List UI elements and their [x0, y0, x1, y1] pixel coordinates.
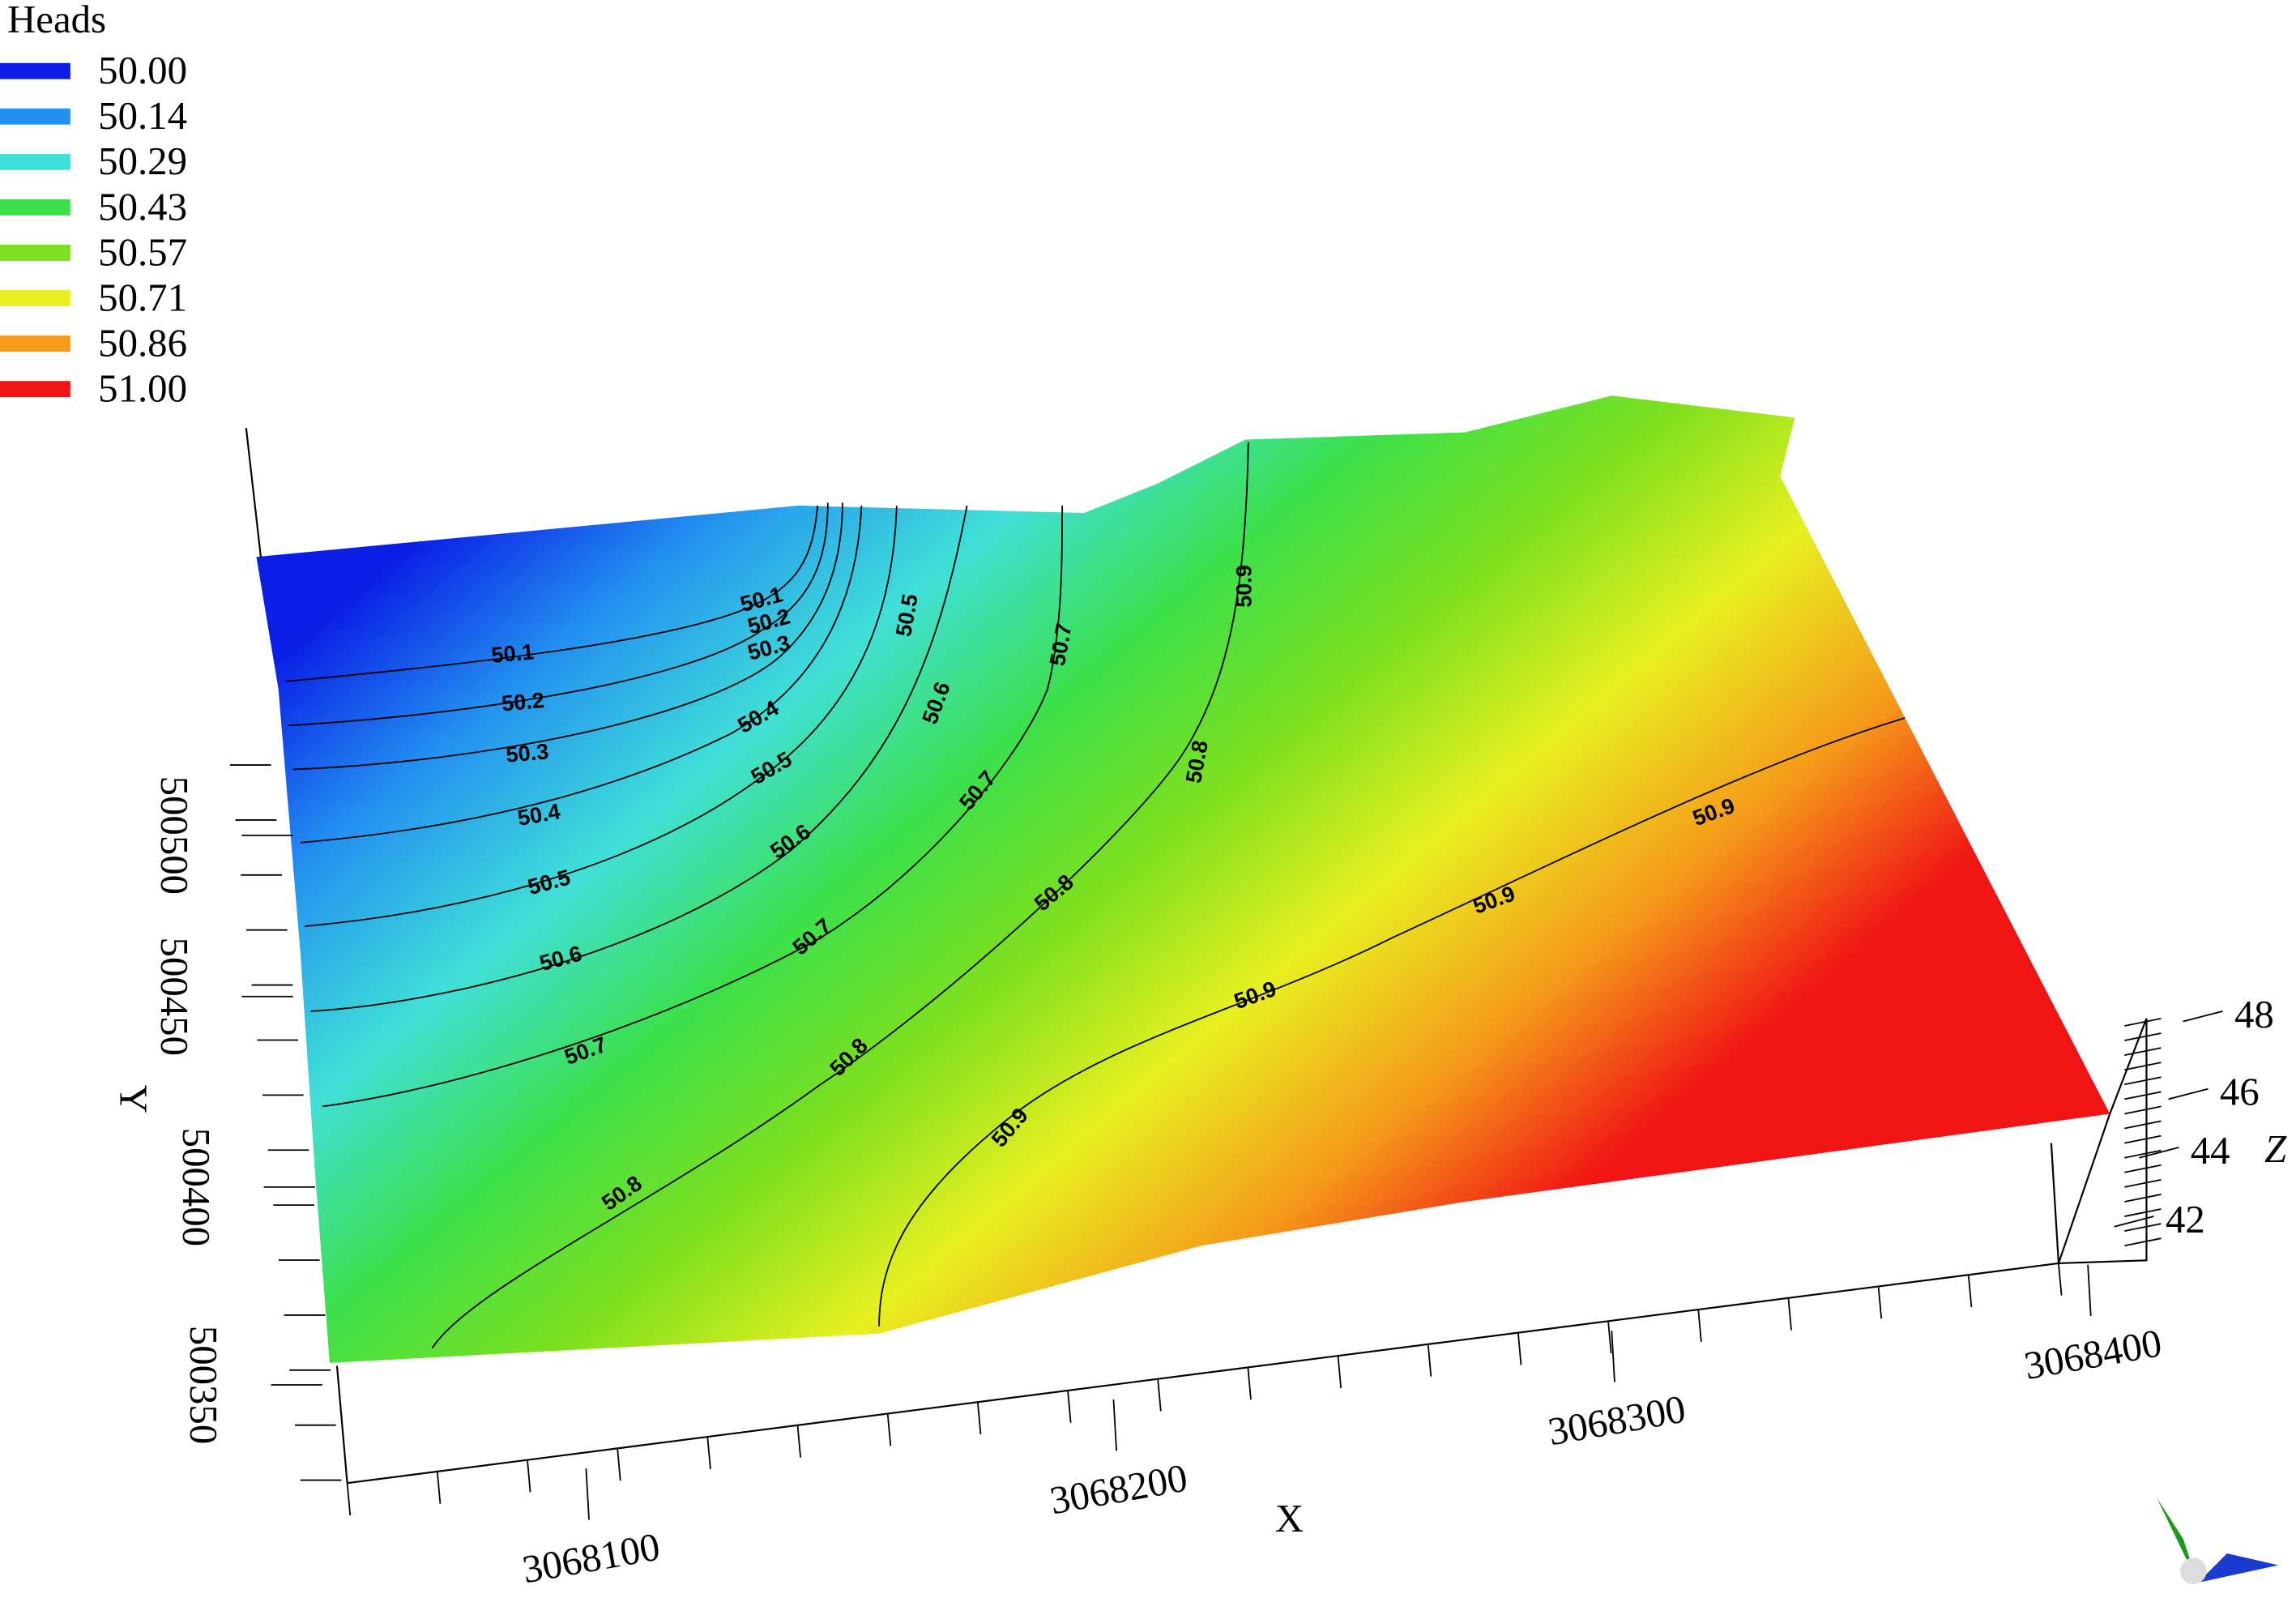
y-axis-label: Y — [111, 1085, 156, 1113]
contour-line — [288, 502, 829, 727]
z-tick-label: 42 — [2166, 1197, 2205, 1241]
tick — [1067, 1390, 1072, 1423]
legend-label: 50.57 — [98, 229, 187, 274]
z-tick — [2183, 1010, 2223, 1023]
tick — [2124, 1223, 2162, 1233]
tick — [2124, 1018, 2162, 1027]
legend-label: 50.43 — [98, 184, 187, 229]
x-tick — [1611, 1331, 1615, 1382]
legend-label: 50.86 — [98, 320, 187, 365]
legend-swatch — [0, 108, 70, 125]
tick — [2124, 1134, 2162, 1144]
x-tick-label: 3068300 — [1545, 1386, 1689, 1455]
tick — [2124, 1091, 2162, 1100]
tick — [617, 1448, 621, 1481]
contour-line — [305, 505, 898, 927]
z-tick-label: 46 — [2220, 1070, 2260, 1114]
z-tick — [2114, 1216, 2154, 1228]
legend-label: 50.29 — [98, 139, 187, 183]
tick — [2124, 1076, 2162, 1086]
tick — [1157, 1378, 1162, 1412]
tick — [436, 1471, 442, 1504]
contour-label: 50.2 — [501, 687, 545, 716]
contour-label: 50.1 — [490, 639, 535, 667]
tick — [2124, 1120, 2162, 1130]
tick — [2124, 1208, 2162, 1217]
contour-line — [292, 502, 843, 771]
tick — [2124, 1105, 2162, 1115]
tick — [886, 1413, 892, 1446]
contour-line — [310, 505, 968, 1012]
x-tick-label: 3068400 — [2021, 1320, 2165, 1388]
x-tick — [1112, 1399, 1117, 1451]
triad-center — [2180, 1557, 2207, 1584]
contour-line — [285, 505, 819, 682]
tick — [2124, 1237, 2162, 1247]
surface — [256, 395, 2110, 1363]
tick — [1967, 1275, 1973, 1308]
legend-label: 50.71 — [98, 275, 187, 319]
legend-swatch — [0, 335, 70, 352]
tick — [1337, 1356, 1342, 1389]
legend-swatch — [0, 290, 70, 306]
x-tick-label: 3068100 — [519, 1524, 664, 1592]
tick — [1877, 1286, 1883, 1319]
tick — [1517, 1332, 1522, 1365]
tick — [976, 1402, 982, 1435]
z-tick-label: 48 — [2234, 992, 2274, 1036]
y-tick-label: 500450 — [152, 938, 197, 1056]
tick — [1787, 1297, 1792, 1331]
tick — [2124, 1149, 2162, 1159]
tick — [1607, 1321, 1612, 1354]
legend-label: 51.00 — [98, 366, 187, 411]
tick — [2124, 1194, 2162, 1203]
legend-swatch — [0, 62, 70, 79]
legend-swatch — [0, 381, 70, 398]
minor-ticks — [229, 764, 2162, 1516]
tick — [1697, 1309, 1702, 1342]
contour-line — [300, 505, 863, 844]
tick — [1427, 1344, 1432, 1377]
contour-label: 50.9 — [1231, 565, 1256, 608]
legend-swatch — [0, 245, 70, 261]
tick — [2058, 1263, 2063, 1296]
contour-line — [322, 505, 1064, 1108]
legend-label: 50.00 — [98, 48, 187, 92]
x-tick — [585, 1468, 590, 1520]
z-tick — [2139, 1147, 2179, 1159]
z-tick-label: 44 — [2191, 1128, 2230, 1173]
z-axis-label: Z — [2264, 1126, 2287, 1171]
tick — [2124, 1047, 2162, 1057]
legend-title: Heads — [7, 0, 106, 41]
contour-line — [878, 717, 1906, 1327]
x-tick — [2087, 1264, 2092, 1317]
tick — [2124, 1062, 2162, 1071]
contour-label: 50.3 — [505, 738, 549, 767]
tick — [2124, 1032, 2162, 1041]
tick — [346, 1483, 352, 1516]
tick — [2124, 1178, 2162, 1188]
x-axis-label: X — [1275, 1496, 1304, 1540]
axis-frame — [245, 427, 2148, 1485]
tick — [796, 1425, 802, 1458]
z-tick — [2168, 1087, 2209, 1100]
y-tick-label: 500350 — [181, 1326, 226, 1444]
legend-label: 50.14 — [98, 93, 187, 138]
x-tick-label: 3068200 — [1047, 1455, 1191, 1523]
tick — [2124, 1164, 2162, 1173]
tick — [527, 1459, 531, 1493]
tick — [1247, 1367, 1252, 1400]
triad-blue — [2197, 1553, 2279, 1583]
contour-line — [431, 442, 1249, 1349]
legend-swatch — [0, 153, 70, 170]
y-tick-label: 500400 — [174, 1128, 219, 1246]
tick — [706, 1437, 711, 1469]
y-tick-label: 500500 — [152, 776, 197, 895]
legend-swatch — [0, 199, 70, 216]
